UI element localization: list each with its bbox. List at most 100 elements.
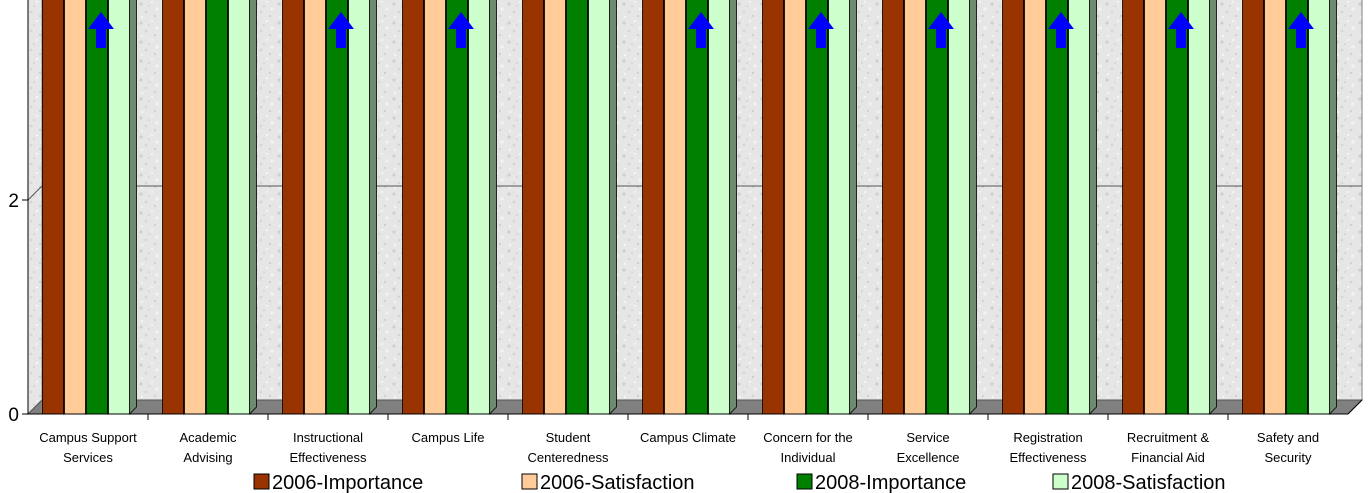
bar-front	[523, 0, 544, 414]
category-label: Registration	[1013, 430, 1082, 445]
bar	[349, 0, 377, 414]
bar-front	[785, 0, 806, 414]
bar-front	[567, 0, 588, 414]
category-label: Effectiveness	[1009, 450, 1087, 465]
bar-front	[665, 0, 686, 414]
bar-front	[1123, 0, 1144, 414]
bar-front	[949, 0, 970, 414]
bar-front	[687, 0, 708, 414]
bar-front	[185, 0, 206, 414]
legend-swatch	[797, 474, 812, 489]
category-label: Instructional	[293, 430, 363, 445]
legend-label: 2006-Satisfaction	[540, 472, 695, 493]
category-label: Advising	[183, 450, 232, 465]
bar-front	[1309, 0, 1330, 414]
category-label: Services	[63, 450, 113, 465]
bar-front	[709, 0, 730, 414]
bar-front	[283, 0, 304, 414]
bar-front	[905, 0, 926, 414]
bar-front	[1047, 0, 1068, 414]
category-label: Service	[906, 430, 949, 445]
bar-front	[927, 0, 948, 414]
category-label: Financial Aid	[1131, 450, 1205, 465]
bar-front	[65, 0, 86, 414]
bar	[1069, 0, 1097, 414]
bar-front	[469, 0, 490, 414]
category-label: Effectiveness	[289, 450, 367, 465]
bar-front	[447, 0, 468, 414]
bar-front	[349, 0, 370, 414]
bar-front	[403, 0, 424, 414]
bar-front	[207, 0, 228, 414]
bar-front	[109, 0, 130, 414]
category-label: Academic	[179, 430, 237, 445]
category-label: Campus Life	[412, 430, 485, 445]
bar-front	[589, 0, 610, 414]
bar-side	[250, 0, 257, 414]
bar-side	[1210, 0, 1217, 414]
bar	[109, 0, 137, 414]
bar-front	[1025, 0, 1046, 414]
y-axis: 0246	[8, 0, 28, 426]
bar-front	[1145, 0, 1166, 414]
legend: 2006-Importance 2006-Satisfaction 2008-Imp…	[254, 472, 1226, 493]
bar-side	[730, 0, 737, 414]
bar-front	[87, 0, 108, 414]
bar-front	[807, 0, 828, 414]
category-label: Security	[1265, 450, 1312, 465]
bar-front	[763, 0, 784, 414]
y-tick-label: 2	[8, 191, 19, 212]
category-label: Recruitment &	[1127, 430, 1210, 445]
legend-swatch	[1053, 474, 1068, 489]
bar-front	[1265, 0, 1286, 414]
category-label: Campus Support	[39, 430, 137, 445]
bar	[229, 0, 257, 414]
bar-front	[1189, 0, 1210, 414]
bar-front	[1167, 0, 1188, 414]
legend-label: 2008-Importance	[815, 472, 966, 493]
legend-swatch	[254, 474, 269, 489]
legend-swatch	[522, 474, 537, 489]
bar	[829, 0, 857, 414]
category-label: Safety and	[1257, 430, 1319, 445]
bar-side	[850, 0, 857, 414]
bar-side	[970, 0, 977, 414]
bar	[949, 0, 977, 414]
bar	[709, 0, 737, 414]
bar-front	[43, 0, 64, 414]
bar-side	[490, 0, 497, 414]
legend-label: 2008-Satisfaction	[1071, 472, 1226, 493]
bar-front	[1287, 0, 1308, 414]
bar-front	[643, 0, 664, 414]
bar-front	[1243, 0, 1264, 414]
category-label: Excellence	[897, 450, 960, 465]
bar	[469, 0, 497, 414]
bar	[589, 0, 617, 414]
bar-front	[229, 0, 250, 414]
bar-side	[610, 0, 617, 414]
bar-front	[305, 0, 326, 414]
bar	[1309, 0, 1337, 414]
category-label: Centeredness	[528, 450, 609, 465]
bar-front	[545, 0, 566, 414]
category-label: Campus Climate	[640, 430, 736, 445]
bars	[43, 0, 1337, 414]
bar-front	[1003, 0, 1024, 414]
legend-label: 2006-Importance	[272, 472, 423, 493]
bar-front	[883, 0, 904, 414]
bar-side	[1090, 0, 1097, 414]
y-tick-label: 0	[8, 405, 19, 426]
category-label: Student	[546, 430, 591, 445]
bar	[1189, 0, 1217, 414]
category-label: Concern for the	[763, 430, 853, 445]
bar-front	[1069, 0, 1090, 414]
bar-side	[1330, 0, 1337, 414]
bar-side	[370, 0, 377, 414]
bar-front	[829, 0, 850, 414]
category-label: Individual	[781, 450, 836, 465]
bar-front	[163, 0, 184, 414]
bar-front	[327, 0, 348, 414]
bar-side	[130, 0, 137, 414]
bar-front	[425, 0, 446, 414]
